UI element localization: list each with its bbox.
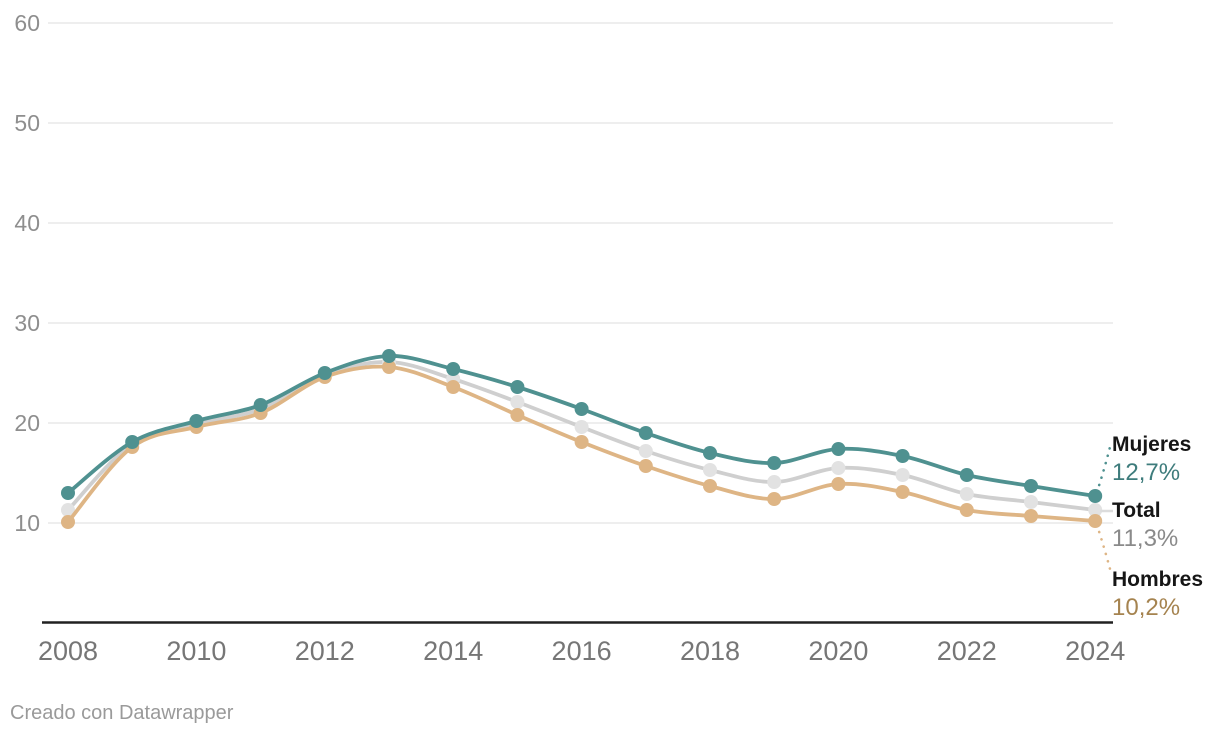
data-point-total[interactable]: [1088, 503, 1103, 517]
leader-line-hombres: [1097, 530, 1112, 571]
data-point-mujeres[interactable]: [959, 468, 974, 482]
data-point-mujeres[interactable]: [317, 366, 332, 380]
data-point-mujeres[interactable]: [253, 398, 268, 412]
data-point-total[interactable]: [1024, 495, 1038, 509]
y-axis-tick-label: 10: [14, 510, 40, 536]
data-point-hombres[interactable]: [703, 479, 717, 493]
y-axis-tick-label: 20: [14, 410, 40, 436]
data-point-mujeres[interactable]: [125, 435, 140, 449]
data-point-mujeres[interactable]: [446, 362, 461, 376]
data-point-mujeres[interactable]: [1024, 479, 1038, 493]
data-point-mujeres[interactable]: [895, 449, 910, 463]
x-axis-tick-label: 2010: [166, 636, 226, 666]
data-point-total[interactable]: [638, 444, 653, 458]
credit-line: Creado con Datawrapper: [10, 702, 234, 724]
series-label-mujeres: Mujeres 12,7%: [1112, 432, 1220, 486]
data-point-mujeres[interactable]: [574, 402, 589, 416]
data-point-hombres[interactable]: [831, 477, 846, 491]
data-point-mujeres[interactable]: [703, 446, 717, 460]
data-point-hombres[interactable]: [510, 408, 525, 422]
data-point-hombres[interactable]: [895, 485, 910, 499]
series-name-hombres: Hombres: [1112, 568, 1204, 591]
data-point-total[interactable]: [703, 463, 717, 477]
data-point-total[interactable]: [895, 468, 910, 482]
x-axis-tick-label: 2016: [552, 636, 612, 666]
data-point-hombres[interactable]: [446, 380, 461, 394]
x-axis-tick-label: 2022: [937, 636, 997, 666]
data-point-hombres[interactable]: [61, 515, 75, 529]
leader-line-mujeres: [1097, 445, 1112, 487]
data-point-hombres[interactable]: [638, 459, 653, 473]
y-axis-tick-label: 50: [14, 110, 40, 136]
x-axis-tick-label: 2008: [38, 636, 98, 666]
series-label-total: Total 11,3%: [1112, 498, 1220, 552]
data-point-hombres[interactable]: [382, 360, 396, 374]
data-point-mujeres[interactable]: [510, 380, 525, 394]
data-point-mujeres[interactable]: [831, 442, 846, 456]
y-axis-tick-label: 40: [14, 210, 40, 236]
series-end-value-total: 11,3%: [1112, 525, 1179, 552]
series-end-value-hombres: 10,2%: [1112, 594, 1181, 621]
data-point-total[interactable]: [831, 461, 846, 475]
x-axis-tick-label: 2014: [423, 636, 483, 666]
data-point-hombres[interactable]: [574, 435, 589, 449]
data-point-mujeres[interactable]: [1088, 489, 1103, 503]
data-point-mujeres[interactable]: [767, 456, 782, 470]
series-name-mujeres: Mujeres: [1112, 433, 1192, 456]
data-point-total[interactable]: [767, 475, 782, 489]
x-axis-tick-label: 2012: [295, 636, 355, 666]
data-point-total[interactable]: [510, 395, 525, 409]
x-axis-tick-label: 2020: [808, 636, 868, 666]
data-point-total[interactable]: [959, 487, 974, 501]
data-point-mujeres[interactable]: [638, 426, 653, 440]
y-axis-tick-label: 30: [14, 310, 40, 336]
data-point-total[interactable]: [574, 420, 589, 434]
data-point-total[interactable]: [61, 503, 75, 517]
series-end-value-mujeres: 12,7%: [1112, 459, 1181, 486]
data-point-mujeres[interactable]: [61, 486, 75, 500]
data-point-mujeres[interactable]: [382, 349, 396, 363]
data-point-hombres[interactable]: [959, 503, 974, 517]
data-point-hombres[interactable]: [1024, 509, 1038, 523]
data-point-mujeres[interactable]: [189, 414, 204, 428]
series-name-total: Total: [1112, 499, 1161, 522]
x-axis-tick-label: 2024: [1065, 636, 1125, 666]
y-axis-tick-label: 60: [14, 10, 40, 36]
series-label-hombres: Hombres 10,2%: [1112, 567, 1220, 621]
data-point-hombres[interactable]: [767, 492, 782, 506]
direct-labels: Mujeres 12,7% Total 11,3% Hombres 10,2%: [1112, 0, 1220, 740]
x-axis-tick-label: 2018: [680, 636, 740, 666]
data-point-hombres[interactable]: [1088, 514, 1103, 528]
